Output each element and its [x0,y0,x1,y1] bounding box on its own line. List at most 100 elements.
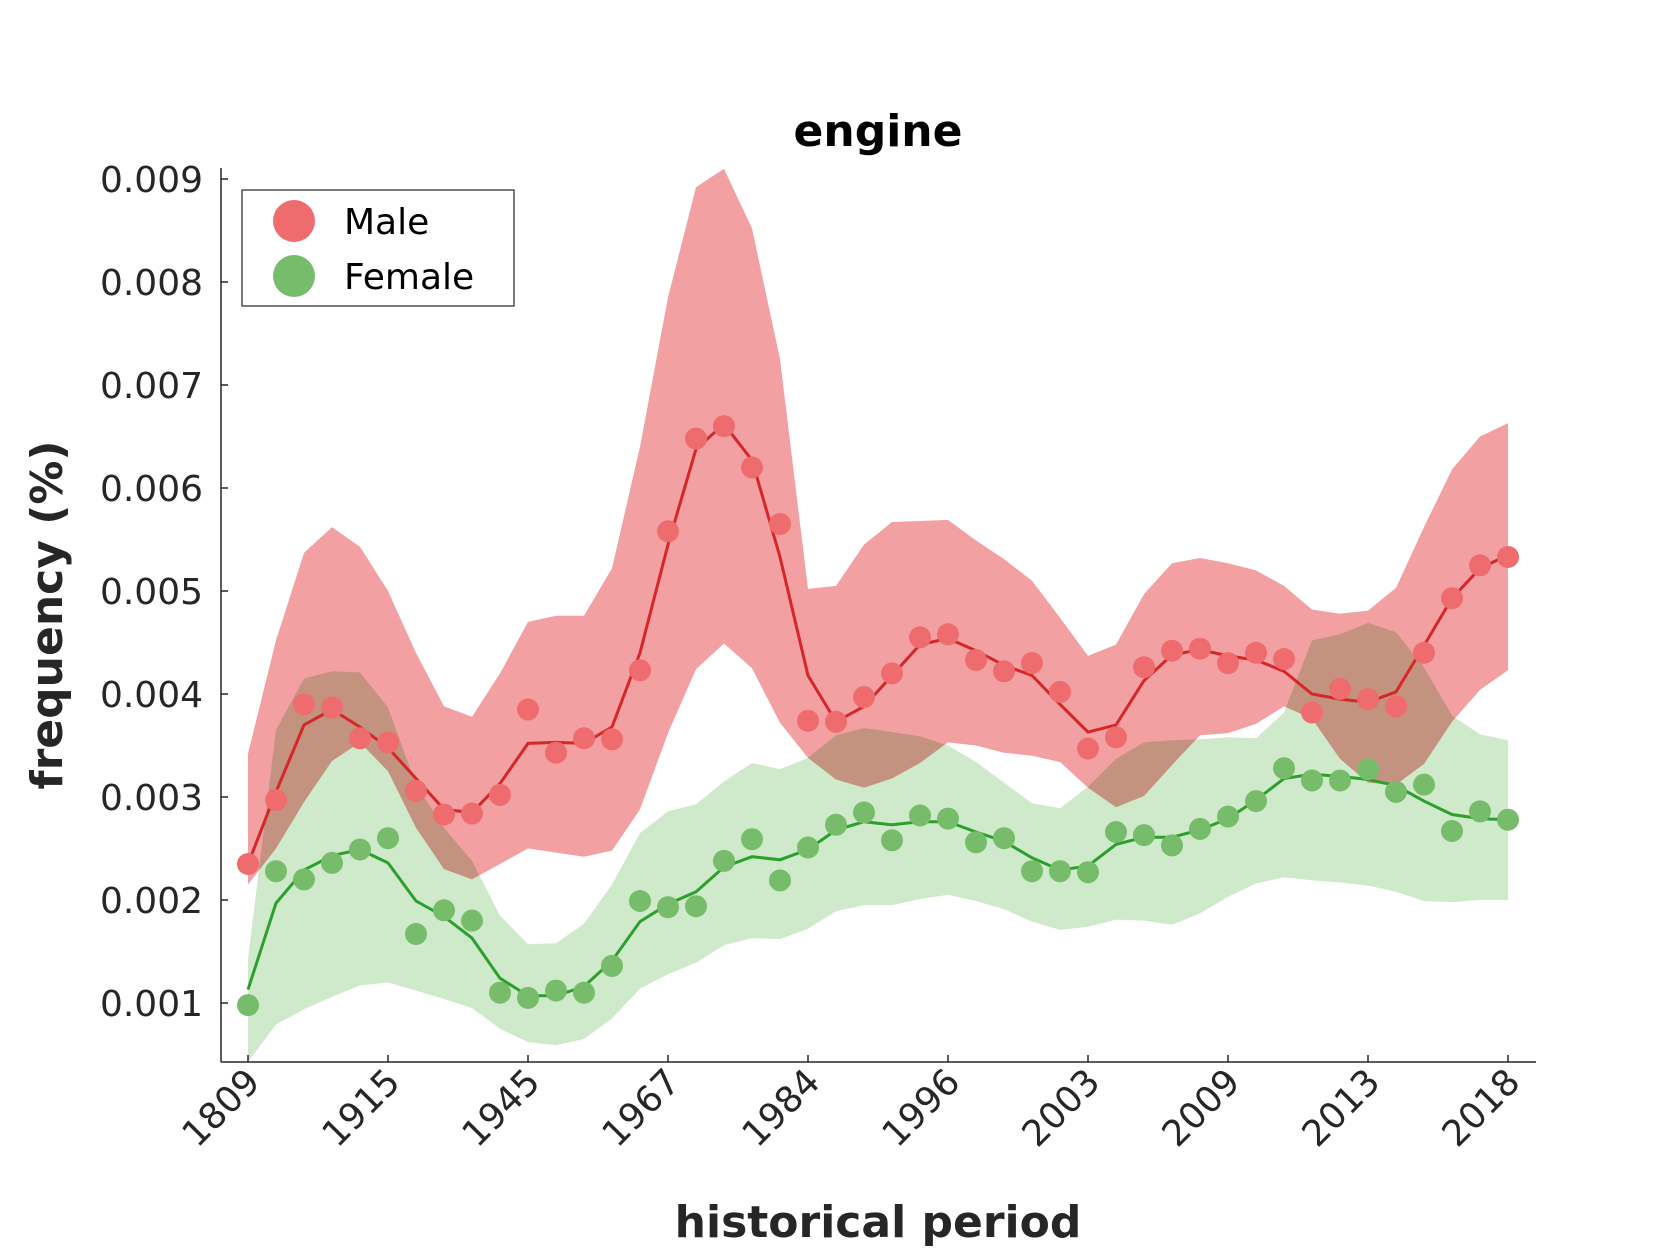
y-ticks: 0.001 0.002 0.003 0.004 0.005 0.006 0.007 0.008… [100,160,228,1025]
female-data-point [1273,757,1295,780]
female-data-point [1245,790,1267,813]
lines-layer [246,421,1509,998]
female-confidence-band [248,622,1508,1062]
bands-layer [248,168,1508,1062]
male-data-point [1077,737,1099,760]
y-tick-label: 0.004 [100,675,203,716]
male-data-point [573,727,595,750]
male-data-point [825,710,847,733]
female-data-point [1385,780,1407,803]
male-data-point [461,802,483,825]
female-data-point [685,895,707,918]
female-data-point [1189,817,1211,840]
female-data-point [853,801,875,824]
female-data-point [1497,808,1519,831]
female-data-point [629,890,651,912]
female-data-point [881,829,903,852]
male-data-point [1245,641,1267,664]
male-data-point [237,853,259,875]
y-tick-label: 0.009 [100,160,203,201]
legend-label-female: Female [344,257,474,298]
y-tick-label: 0.008 [100,263,203,304]
female-data-point [573,981,595,1004]
female-data-point [1469,800,1491,823]
axes [220,168,1536,1063]
female-data-point [769,869,791,892]
female-data-point [601,954,623,977]
male-data-point [349,727,371,750]
female-data-point [349,838,371,861]
male-data-point [685,427,707,450]
female-data-point [1105,821,1127,843]
male-data-point [881,662,903,685]
male-data-point [1497,546,1519,568]
male-data-point [321,696,343,719]
female-data-point [1301,769,1323,792]
female-data-point [825,813,847,836]
female-data-point [741,828,763,851]
male-data-point [1021,652,1043,675]
female-data-point [993,827,1015,850]
y-tick-label: 0.006 [100,469,203,510]
points-layer [237,415,1519,1017]
female-data-point [237,994,259,1017]
female-data-point [321,851,343,874]
female-data-point [797,836,819,859]
female-trend-line [246,772,1509,998]
female-data-point [265,860,287,883]
male-data-point [993,660,1015,683]
male-data-point [713,415,735,438]
male-trend-line [246,421,1509,865]
female-data-point [713,849,735,872]
male-data-point [1161,639,1183,662]
male-data-point [489,783,511,806]
y-tick-label: 0.002 [100,881,203,922]
female-data-point [1441,820,1463,842]
male-data-point [1441,587,1463,610]
legend-marker-female [273,255,315,297]
male-data-point [293,693,315,716]
male-data-point [629,659,651,682]
male-data-point [1273,648,1295,670]
y-tick-label: 0.001 [100,984,203,1025]
male-data-point [965,649,987,671]
female-data-point [1357,758,1379,781]
female-data-point [965,831,987,854]
female-data-point [909,804,931,827]
male-data-point [1357,688,1379,711]
male-data-point [1105,726,1127,749]
female-data-point [1133,824,1155,847]
female-data-point [1021,860,1043,883]
y-tick-label: 0.003 [100,778,203,819]
male-data-point [1385,695,1407,718]
male-data-point [909,626,931,649]
legend-marker-male [273,200,315,242]
male-data-point [1133,656,1155,679]
male-data-point [1413,641,1435,664]
male-data-point [1301,701,1323,724]
female-data-point [937,807,959,830]
male-data-point [657,520,679,543]
male-data-point [377,731,399,754]
female-data-point [1077,861,1099,884]
male-data-point [1189,637,1211,660]
female-data-point [657,896,679,919]
male-data-point [1329,677,1351,700]
male-data-point [265,789,287,812]
male-data-point [1049,680,1071,703]
female-data-point [1329,769,1351,792]
y-tick-label: 0.007 [100,366,203,407]
female-data-point [1217,805,1239,828]
male-data-point [517,698,539,721]
female-data-point [405,923,427,945]
y-tick-label: 0.005 [100,572,203,613]
male-confidence-band [248,168,1508,885]
male-data-point [741,456,763,479]
legend: Male Female [241,189,515,307]
male-data-point [797,709,819,732]
male-data-point [769,513,791,535]
female-data-point [377,827,399,850]
legend-label-male: Male [344,202,429,243]
male-data-point [405,779,427,802]
